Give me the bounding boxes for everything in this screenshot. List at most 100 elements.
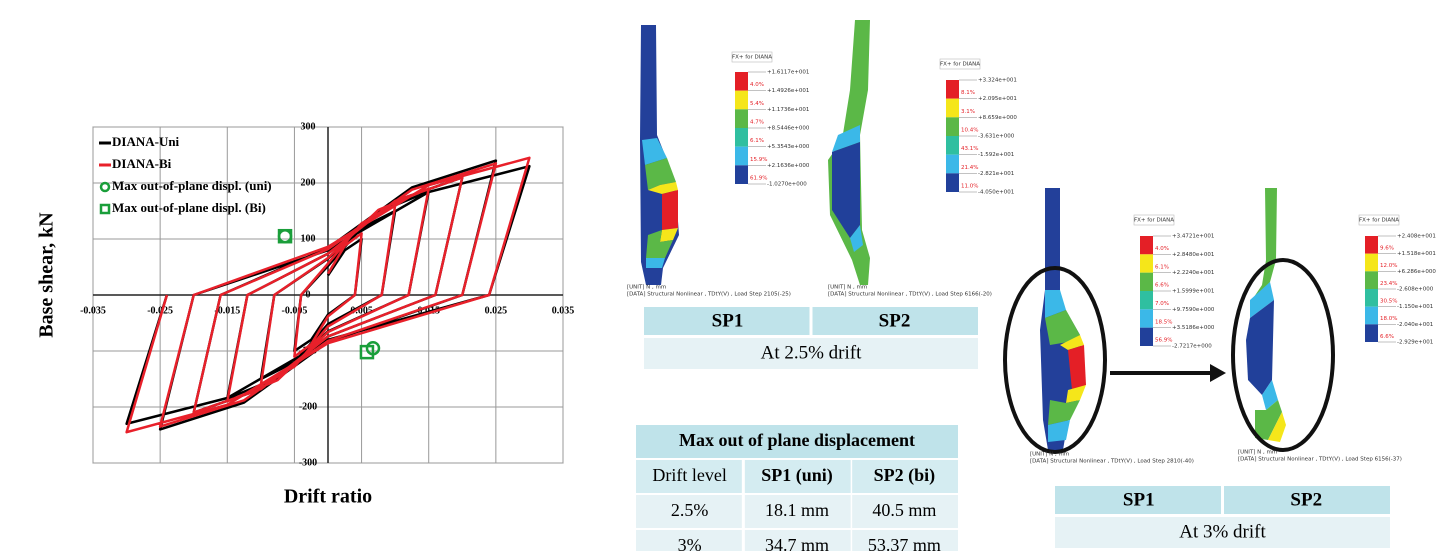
level-label: +2.2240e+001 [1172,270,1214,276]
color-band [735,165,748,184]
legend-label: DIANA-Bi [112,156,172,171]
unit-note: [UNIT] N , mm [627,285,666,291]
level-label: +1.1736e+001 [767,107,809,113]
band-percentage: 7.0% [1155,301,1169,307]
band-percentage: 18.5% [1155,319,1172,325]
band-percentage: 56.9% [1155,338,1172,344]
level-label: +3.4721e+001 [1172,234,1214,240]
level-label: +8.659e+000 [978,115,1017,121]
band-percentage: 6.1% [750,138,764,144]
x-tick-label: 0.025 [485,305,508,316]
y-tick-label: 200 [301,177,316,188]
color-band [946,173,959,192]
level-label: +2.095e+001 [978,96,1017,102]
level-label: +2.8480e+001 [1172,252,1214,258]
y-tick-label: 100 [301,233,316,244]
band-percentage: 30.5% [1380,299,1397,305]
band-percentage: 12.0% [1380,263,1397,269]
level-label: +2.408e+001 [1397,234,1436,240]
data-note: [DATA] Structural Nonlinear , TDtY(V) , … [1030,459,1194,465]
unit-note: [UNIT] N , mm [1238,450,1277,456]
level-label: +3.324e+001 [978,78,1017,84]
color-band [946,99,959,118]
color-band [735,72,748,91]
x-tick-label: -0.005 [282,305,308,316]
table-header-text: SP2 [1290,489,1322,510]
level-label: +9.7590e+000 [1172,307,1215,313]
data-note: [DATA] Structural Nonlinear , TDtY(V) , … [828,292,992,298]
level-label: +6.286e+000 [1397,269,1436,275]
y-tick-label: -200 [299,401,317,412]
figure: Base shear, kN Drift ratio - [0,0,1444,551]
table-caption: At 2.5% drift [761,342,863,363]
table-cell-text: 53.37 mm [868,535,941,551]
color-band [1140,309,1153,327]
color-band [735,128,748,147]
level-label: -1.150e+001 [1397,304,1433,310]
color-band [1140,328,1153,346]
band-percentage: 3.1% [961,109,975,115]
band-percentage: 10.4% [961,128,978,134]
table-header-text: Drift level [652,465,726,485]
color-band [1140,236,1153,254]
level-label: +1.6117e+001 [767,70,809,76]
band-percentage: 4.7% [750,120,764,126]
color-band [946,136,959,155]
color-band [1365,307,1378,325]
table-cell-text: 40.5 mm [872,500,936,520]
level-label: -2.821e+001 [978,171,1014,177]
table-cell-text: 18.1 mm [765,500,829,520]
level-label: -1.592e+001 [978,152,1014,158]
table-header-text: SP1 (uni) [761,465,833,486]
y-tick-label: -300 [299,457,317,468]
x-tick-label: 0.035 [552,305,575,316]
level-label: -3.631e+000 [978,134,1015,140]
level-label: +1.4926e+001 [767,88,809,94]
legend-label: Max out-of-plane displ. (uni) [112,178,272,193]
table-header-text: SP2 [879,310,911,331]
legend-title: FX+ for DIANA [1134,218,1174,224]
legend-label: Max out-of-plane displ. (Bi) [112,200,266,215]
legend-title: FX+ for DIANA [940,62,980,68]
level-label: +1.5999e+001 [1172,289,1214,295]
table-cell-text: 34.7 mm [765,535,829,551]
level-label: -4.050e+001 [978,190,1014,196]
table-title: Max out of plane displacement [679,430,915,450]
level-label: +8.5446e+000 [767,126,810,132]
color-band [1140,291,1153,309]
level-label: -2.608e+000 [1397,287,1434,293]
legend-label: DIANA-Uni [112,134,180,149]
band-percentage: 23.4% [1380,281,1397,287]
legend-title: FX+ for DIANA [1359,218,1399,224]
band-percentage: 11.0% [961,184,978,190]
band-percentage: 18.0% [1380,316,1397,322]
band-percentage: 21.4% [961,165,978,171]
level-label: -2.040e+001 [1397,322,1433,328]
band-percentage: 4.0% [750,82,764,88]
level-label: +3.5186e+000 [1172,325,1215,331]
color-band [1140,254,1153,272]
level-label: -1.0270e+000 [767,182,807,188]
color-band [735,109,748,128]
level-label: -2.7217e+000 [1172,344,1212,350]
y-tick-label: 300 [301,121,316,132]
band-percentage: 15.9% [750,157,767,163]
band-percentage: 6.6% [1155,283,1169,289]
band-percentage: 5.4% [750,101,764,107]
level-label: +1.518e+001 [1397,251,1436,257]
x-axis-label: Drift ratio [284,486,372,508]
color-band [946,117,959,136]
table-caption: At 3% drift [1179,521,1266,542]
level-label: -2.929e+001 [1397,340,1433,346]
color-band [946,155,959,174]
color-band [1365,271,1378,289]
table-header-text: SP1 [1123,489,1155,510]
table-header-text: SP2 (bi) [874,465,936,486]
table-cell-text: 3% [678,535,702,551]
color-band [735,147,748,166]
table-header-text: SP1 [712,310,744,331]
color-band [735,91,748,110]
color-band [1140,273,1153,291]
band-percentage: 9.6% [1380,246,1394,252]
band-percentage: 8.1% [961,90,975,96]
